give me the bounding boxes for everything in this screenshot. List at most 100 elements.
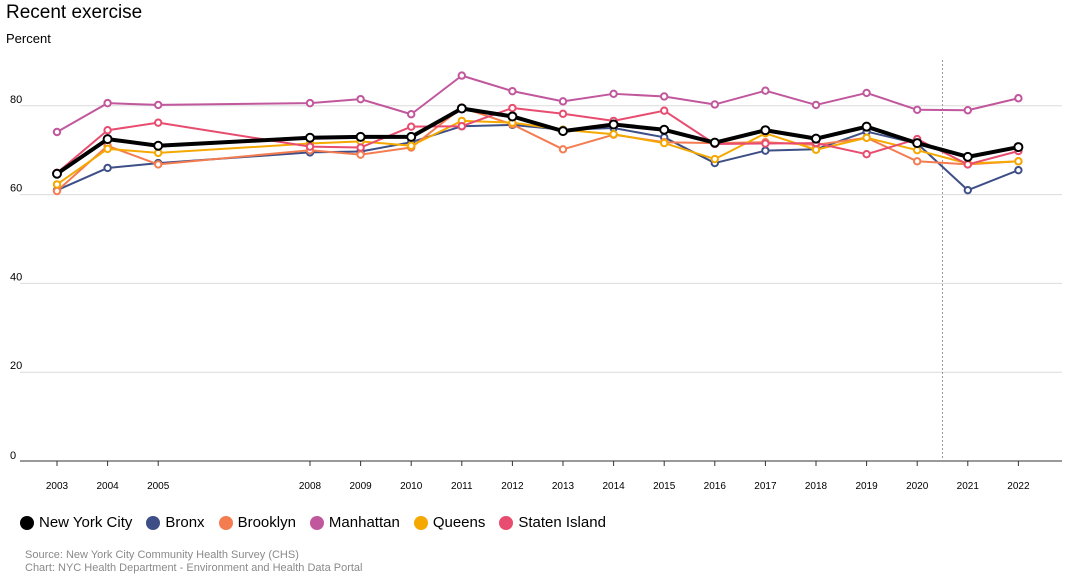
x-tick-label: 2021 <box>957 481 980 492</box>
y-tick-label: 40 <box>10 271 22 283</box>
legend-swatch <box>218 515 233 530</box>
data-point <box>761 86 770 95</box>
x-tick-label: 2019 <box>855 481 878 492</box>
data-point <box>558 126 568 137</box>
x-tick-label: 2018 <box>805 481 828 492</box>
legend-label: Staten Island <box>518 514 606 531</box>
x-tick-label: 2009 <box>349 481 372 492</box>
data-point <box>407 122 416 131</box>
data-point <box>407 110 416 119</box>
x-tick-label: 2005 <box>147 481 170 492</box>
legend-item: Staten Island <box>499 514 606 531</box>
credit-line: Chart: NYC Health Department - Environme… <box>25 562 363 574</box>
x-tick-label: 2015 <box>653 481 676 492</box>
data-point <box>1013 142 1024 153</box>
legend-swatch <box>20 515 34 530</box>
data-point <box>862 88 871 98</box>
data-point <box>913 157 922 166</box>
data-point <box>761 146 770 155</box>
legend-item: Manhattan <box>309 514 400 531</box>
y-tick-label: 0 <box>10 450 16 462</box>
data-point <box>52 168 62 179</box>
x-tick-label: 2011 <box>451 481 473 492</box>
data-point <box>913 105 922 114</box>
legend-label: Bronx <box>165 514 205 531</box>
legend-item: New York City <box>20 514 132 531</box>
legend-label: New York City <box>39 514 133 531</box>
data-point <box>912 138 923 149</box>
data-point <box>963 160 972 169</box>
legend-item: Brooklyn <box>218 514 296 531</box>
x-tick-label: 2004 <box>96 481 119 492</box>
y-axis-unit-label: Percent <box>6 31 51 46</box>
legend-swatch <box>413 515 428 530</box>
chart-title: Recent exercise <box>6 2 143 23</box>
data-point <box>457 71 466 80</box>
x-tick-label: 2017 <box>754 481 777 492</box>
series-line <box>56 123 1019 192</box>
legend-label: Brooklyn <box>237 514 296 531</box>
data-point <box>761 139 770 148</box>
data-point <box>305 142 315 151</box>
data-point <box>710 154 719 164</box>
legend-swatch <box>309 515 324 530</box>
x-tick-label: 2020 <box>906 481 929 492</box>
line-chart: 0 20 40 60 80 2003 2004 2005 2008 2009 2010 2011 201… <box>10 60 1062 492</box>
series-line <box>56 106 1019 192</box>
data-point <box>811 133 821 144</box>
data-point <box>154 100 163 110</box>
data-point <box>811 145 821 154</box>
data-point <box>102 134 113 145</box>
x-tick-label: 2022 <box>1007 481 1030 492</box>
data-point <box>507 111 518 122</box>
data-point <box>356 94 365 104</box>
data-point <box>52 180 62 189</box>
source-line: Source: New York City Community Health S… <box>25 549 299 561</box>
data-point <box>356 143 365 152</box>
data-point <box>660 106 669 115</box>
data-point <box>1014 165 1023 175</box>
data-point <box>52 127 62 137</box>
data-point <box>508 103 517 113</box>
data-point <box>608 119 619 130</box>
data-point <box>103 163 112 173</box>
x-tick-label: 2013 <box>552 481 575 492</box>
data-point <box>609 89 618 99</box>
data-point <box>558 97 568 106</box>
data-point <box>305 132 315 143</box>
data-point <box>103 98 112 108</box>
data-point <box>154 118 163 127</box>
data-point <box>456 103 467 114</box>
legend-swatch <box>146 515 161 530</box>
y-tick-label: 20 <box>10 360 22 372</box>
data-point <box>710 100 719 109</box>
series-line <box>56 119 1019 186</box>
data-point <box>153 140 164 151</box>
data-point <box>154 160 163 169</box>
data-point <box>962 151 973 162</box>
x-tick-label: 2016 <box>704 481 727 492</box>
chart-source: Source: New York City Community Health S… <box>25 549 363 575</box>
data-point <box>609 130 618 139</box>
data-point <box>558 145 568 154</box>
series-line <box>56 107 1019 174</box>
data-point <box>457 122 466 131</box>
data-point <box>407 141 416 150</box>
data-point <box>963 106 972 115</box>
chart-legend: New York City Bronx Brooklyn Manhattan Queen… <box>20 514 606 531</box>
data-point <box>52 186 62 196</box>
data-point <box>1014 157 1023 166</box>
data-point <box>760 125 771 136</box>
x-tick-label: 2010 <box>400 481 423 492</box>
data-point <box>406 131 417 142</box>
legend-label: Manhattan <box>328 514 400 531</box>
data-point <box>862 133 871 142</box>
legend-swatch <box>499 515 514 530</box>
y-tick-label: 80 <box>10 94 22 106</box>
data-point <box>355 131 366 142</box>
y-tick-label: 60 <box>10 183 22 195</box>
x-tick-label: 2012 <box>501 481 524 492</box>
data-point <box>305 98 315 108</box>
series-line <box>55 106 1019 176</box>
x-tick-label: 2008 <box>299 481 322 492</box>
